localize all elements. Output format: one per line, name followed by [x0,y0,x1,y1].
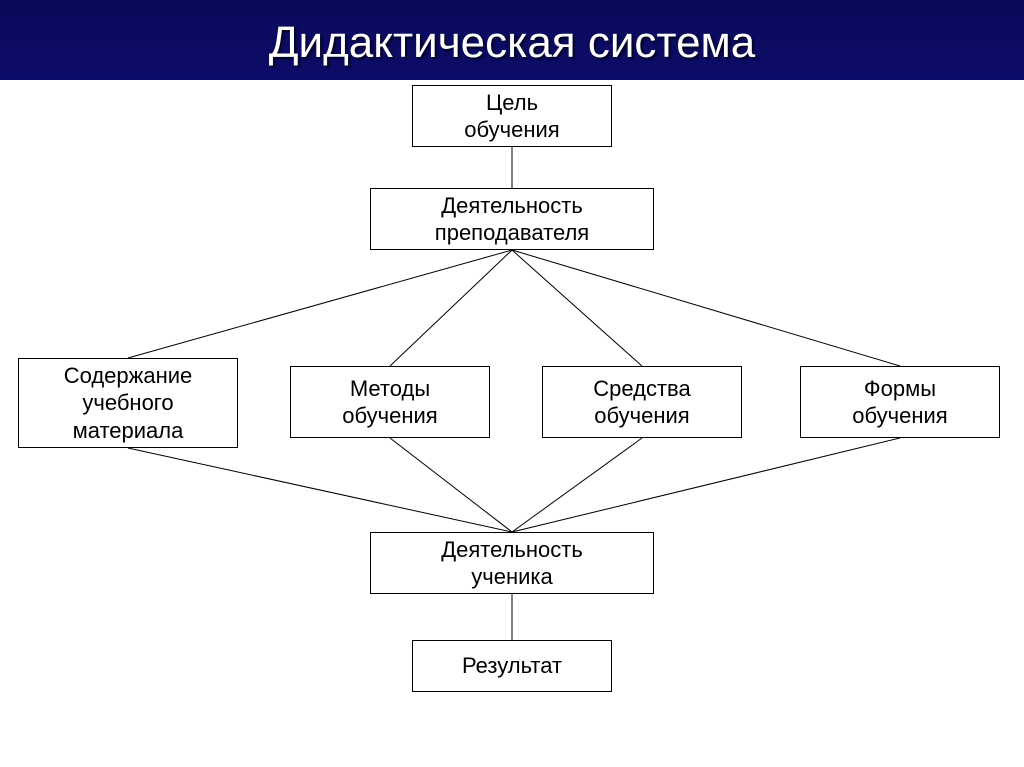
edge-content-student [128,448,512,532]
node-label: Цельобучения [464,89,559,144]
node-label: Деятельностьученика [441,536,583,591]
node-label: Результат [462,652,562,680]
slide: Дидактическая система Цельобучения Деятел… [0,0,1024,767]
node-goal: Цельобучения [412,85,612,147]
node-label: Методыобучения [342,375,437,430]
slide-title: Дидактическая система [0,18,1024,68]
node-label: Деятельностьпреподавателя [435,192,589,247]
node-label: Формыобучения [852,375,947,430]
edge-methods-student [390,438,512,532]
edge-forms-student [512,438,900,532]
node-forms: Формыобучения [800,366,1000,438]
node-student: Деятельностьученика [370,532,654,594]
edge-means-student [512,438,642,532]
edge-teacher-means [512,250,642,366]
node-label: Средстваобучения [593,375,690,430]
edge-teacher-forms [512,250,900,366]
node-means: Средстваобучения [542,366,742,438]
node-content: Содержаниеучебногоматериала [18,358,238,448]
node-methods: Методыобучения [290,366,490,438]
node-teacher: Деятельностьпреподавателя [370,188,654,250]
edge-teacher-content [128,250,512,358]
edge-teacher-methods [390,250,512,366]
diagram-area: Цельобучения Деятельностьпреподавателя Сод… [0,80,1024,767]
node-label: Содержаниеучебногоматериала [64,362,193,445]
node-result: Результат [412,640,612,692]
